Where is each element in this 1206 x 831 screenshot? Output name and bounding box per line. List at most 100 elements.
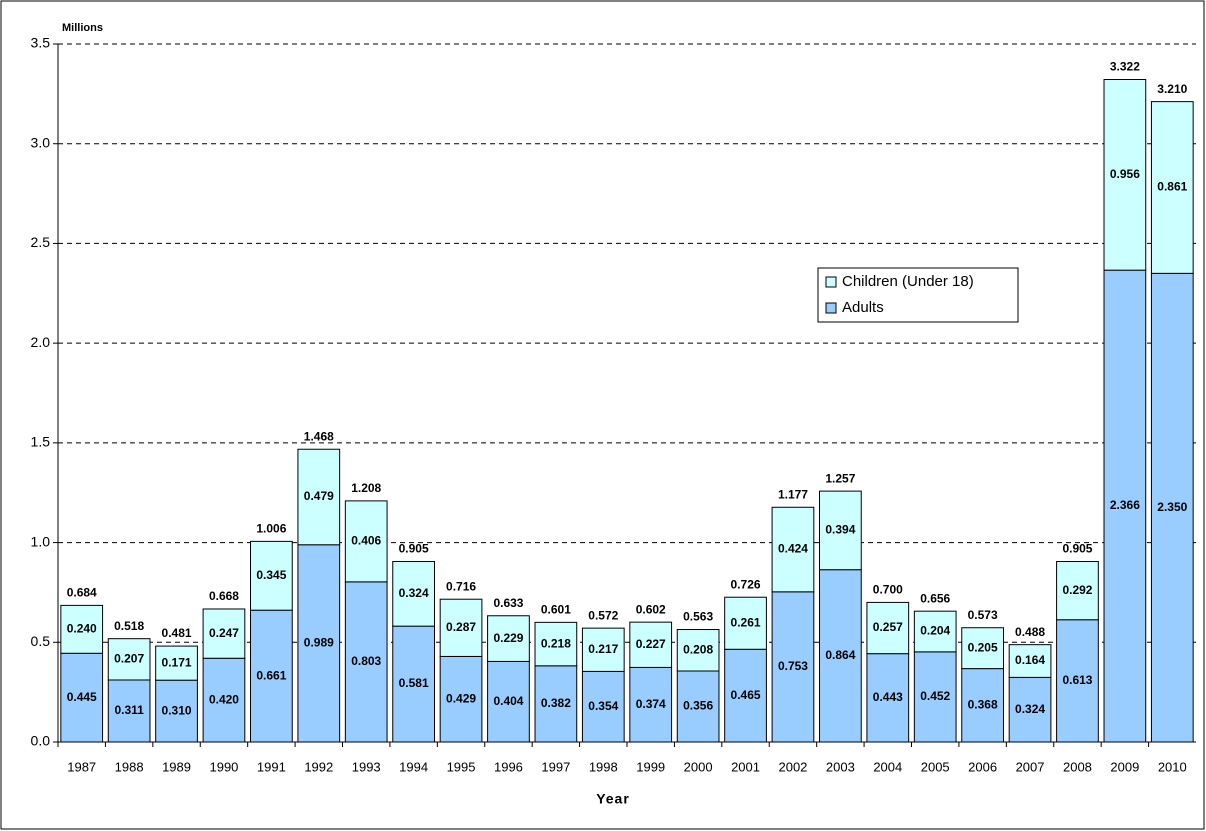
x-tick-label: 1999 [636,759,665,774]
y-tick-label: 0.5 [31,633,51,649]
data-label: 0.424 [778,542,808,556]
total-label: 0.602 [636,602,666,616]
bar-segment [1150,101,1194,274]
bar-segment [771,506,815,593]
total-label: 0.716 [446,579,476,593]
data-label: 0.218 [541,636,571,650]
bar-segment [107,638,151,681]
x-tick-label: 1997 [541,759,570,774]
bar-segment [297,448,341,546]
bar-segment [155,645,198,681]
bar-segment [297,544,341,743]
y-unit-label: Millions [62,22,103,34]
total-label: 0.656 [920,591,950,605]
data-label: 0.227 [636,637,666,651]
bar-segment [439,598,483,657]
data-label: 0.452 [920,689,950,703]
x-tick-label: 2005 [921,759,950,774]
x-axis-label: Year [596,791,630,807]
x-tick-label: 1993 [352,759,381,774]
total-label: 0.518 [114,619,144,633]
data-label: 0.261 [731,615,761,629]
total-label: 0.726 [731,577,761,591]
bar-segment [107,679,151,743]
data-label: 2.350 [1157,500,1187,514]
bar-segment [534,665,578,743]
total-label: 0.563 [683,610,713,624]
data-label: 2.366 [1110,498,1140,512]
bar-segment [392,625,435,743]
y-tick-label: 2.5 [31,234,51,250]
x-tick-label: 1996 [494,759,523,774]
data-label: 0.479 [304,489,334,503]
bar-segment [60,604,104,654]
legend-label: Children (Under 18) [842,273,974,290]
total-label: 3.210 [1157,82,1187,96]
bar-segment [487,615,530,662]
x-tick-label: 1995 [447,759,476,774]
total-label: 0.572 [588,608,618,622]
total-label: 1.257 [825,471,855,485]
bar-segment [392,561,435,627]
y-tick-label: 1.0 [31,533,51,549]
data-label: 0.374 [636,697,666,711]
x-tick-label: 1987 [67,759,96,774]
bar-segment [534,621,578,667]
bar-segment [1056,561,1099,621]
x-tick-label: 2004 [873,759,902,774]
total-label: 0.700 [873,583,903,597]
bar-segment [1056,619,1099,743]
data-label: 0.956 [1110,167,1140,181]
x-tick-label: 2003 [826,759,855,774]
bar-segment [250,609,293,743]
data-label: 0.861 [1157,180,1187,194]
y-tick-label: 0.0 [31,733,51,749]
x-tick-label: 2001 [731,759,760,774]
total-label: 0.905 [1062,542,1092,556]
total-label: 1.468 [304,429,334,443]
y-tick-label: 3.5 [31,35,51,51]
bar-segment [1103,269,1147,743]
x-tick-label: 1998 [589,759,618,774]
data-label: 0.989 [304,636,334,650]
data-label: 0.864 [825,648,855,662]
x-tick-label: 2007 [1016,759,1045,774]
data-label: 0.240 [67,621,97,635]
bar-segment [676,670,720,743]
data-label: 0.229 [493,631,523,645]
data-label: 0.257 [873,620,903,634]
legend-box [817,267,1019,323]
data-label: 0.287 [446,620,476,634]
data-label: 0.394 [825,523,855,537]
data-label: 0.661 [256,668,286,682]
bar-segment [250,540,293,611]
data-label: 0.292 [1062,583,1092,597]
data-label: 0.207 [114,652,144,666]
data-label: 0.382 [541,696,571,710]
legend-label: Adults [842,299,884,316]
total-label: 1.006 [256,522,286,536]
x-tick-label: 2002 [778,759,807,774]
x-tick-label: 2000 [684,759,713,774]
data-label: 0.205 [968,640,998,654]
data-label: 0.324 [1015,702,1045,716]
data-label: 0.311 [114,703,144,717]
data-label: 0.420 [209,692,239,706]
x-tick-label: 2008 [1063,759,1092,774]
data-label: 0.443 [873,690,903,704]
bar-segment [913,610,957,653]
bar-segment [1008,644,1052,678]
bar-segment [581,627,625,672]
data-label: 0.753 [778,659,808,673]
data-label: 0.803 [351,654,381,668]
bar-segment [676,629,720,672]
bar-segment [344,500,388,583]
total-label: 0.481 [162,626,192,640]
y-tick-label: 3.0 [31,134,51,150]
total-label: 0.668 [209,589,239,603]
data-label: 0.204 [920,624,950,638]
bar-segment [581,670,625,743]
data-label: 0.429 [446,691,476,705]
x-tick-label: 1989 [162,759,191,774]
bar-segment [629,621,673,668]
